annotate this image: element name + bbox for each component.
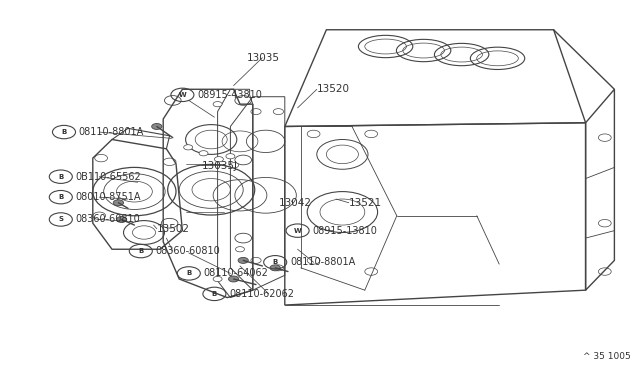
- Text: 13521: 13521: [349, 198, 382, 208]
- Circle shape: [199, 151, 208, 156]
- Text: 13035: 13035: [246, 53, 280, 62]
- Text: 13042: 13042: [278, 198, 312, 208]
- Text: 08110-8801A: 08110-8801A: [290, 257, 355, 267]
- Circle shape: [213, 102, 222, 107]
- Circle shape: [184, 145, 193, 150]
- Text: 13502: 13502: [157, 224, 190, 234]
- Text: W: W: [294, 228, 301, 234]
- Text: B: B: [186, 270, 191, 276]
- Text: 08110-62062: 08110-62062: [229, 289, 294, 299]
- Text: B: B: [61, 129, 67, 135]
- Circle shape: [116, 217, 127, 222]
- Circle shape: [113, 200, 124, 206]
- Text: 08110-64062: 08110-64062: [204, 269, 268, 278]
- Text: 13520: 13520: [317, 84, 350, 94]
- Text: 13035J: 13035J: [202, 161, 237, 170]
- Text: W: W: [179, 92, 186, 98]
- Text: 08010-8751A: 08010-8751A: [76, 192, 141, 202]
- Circle shape: [228, 276, 239, 282]
- Text: 08360-60810: 08360-60810: [156, 246, 220, 256]
- Text: 0B110-65562: 0B110-65562: [76, 172, 141, 182]
- Circle shape: [214, 157, 223, 162]
- Text: ^ 35 1005: ^ 35 1005: [582, 352, 630, 361]
- Text: S: S: [58, 217, 63, 222]
- Text: 08915-43810: 08915-43810: [197, 90, 262, 100]
- Circle shape: [226, 154, 235, 159]
- Text: 08915-13810: 08915-13810: [312, 226, 377, 235]
- Circle shape: [236, 247, 244, 252]
- Circle shape: [270, 265, 280, 271]
- Circle shape: [213, 276, 222, 282]
- Text: 08360-60810: 08360-60810: [76, 215, 140, 224]
- Text: B: B: [212, 291, 217, 297]
- Text: B: B: [58, 194, 63, 200]
- Text: B: B: [58, 174, 63, 180]
- Circle shape: [230, 163, 239, 168]
- Text: 08110-8801A: 08110-8801A: [79, 127, 144, 137]
- Text: B: B: [273, 259, 278, 265]
- Text: B: B: [138, 248, 143, 254]
- Circle shape: [238, 257, 248, 263]
- Circle shape: [152, 124, 162, 129]
